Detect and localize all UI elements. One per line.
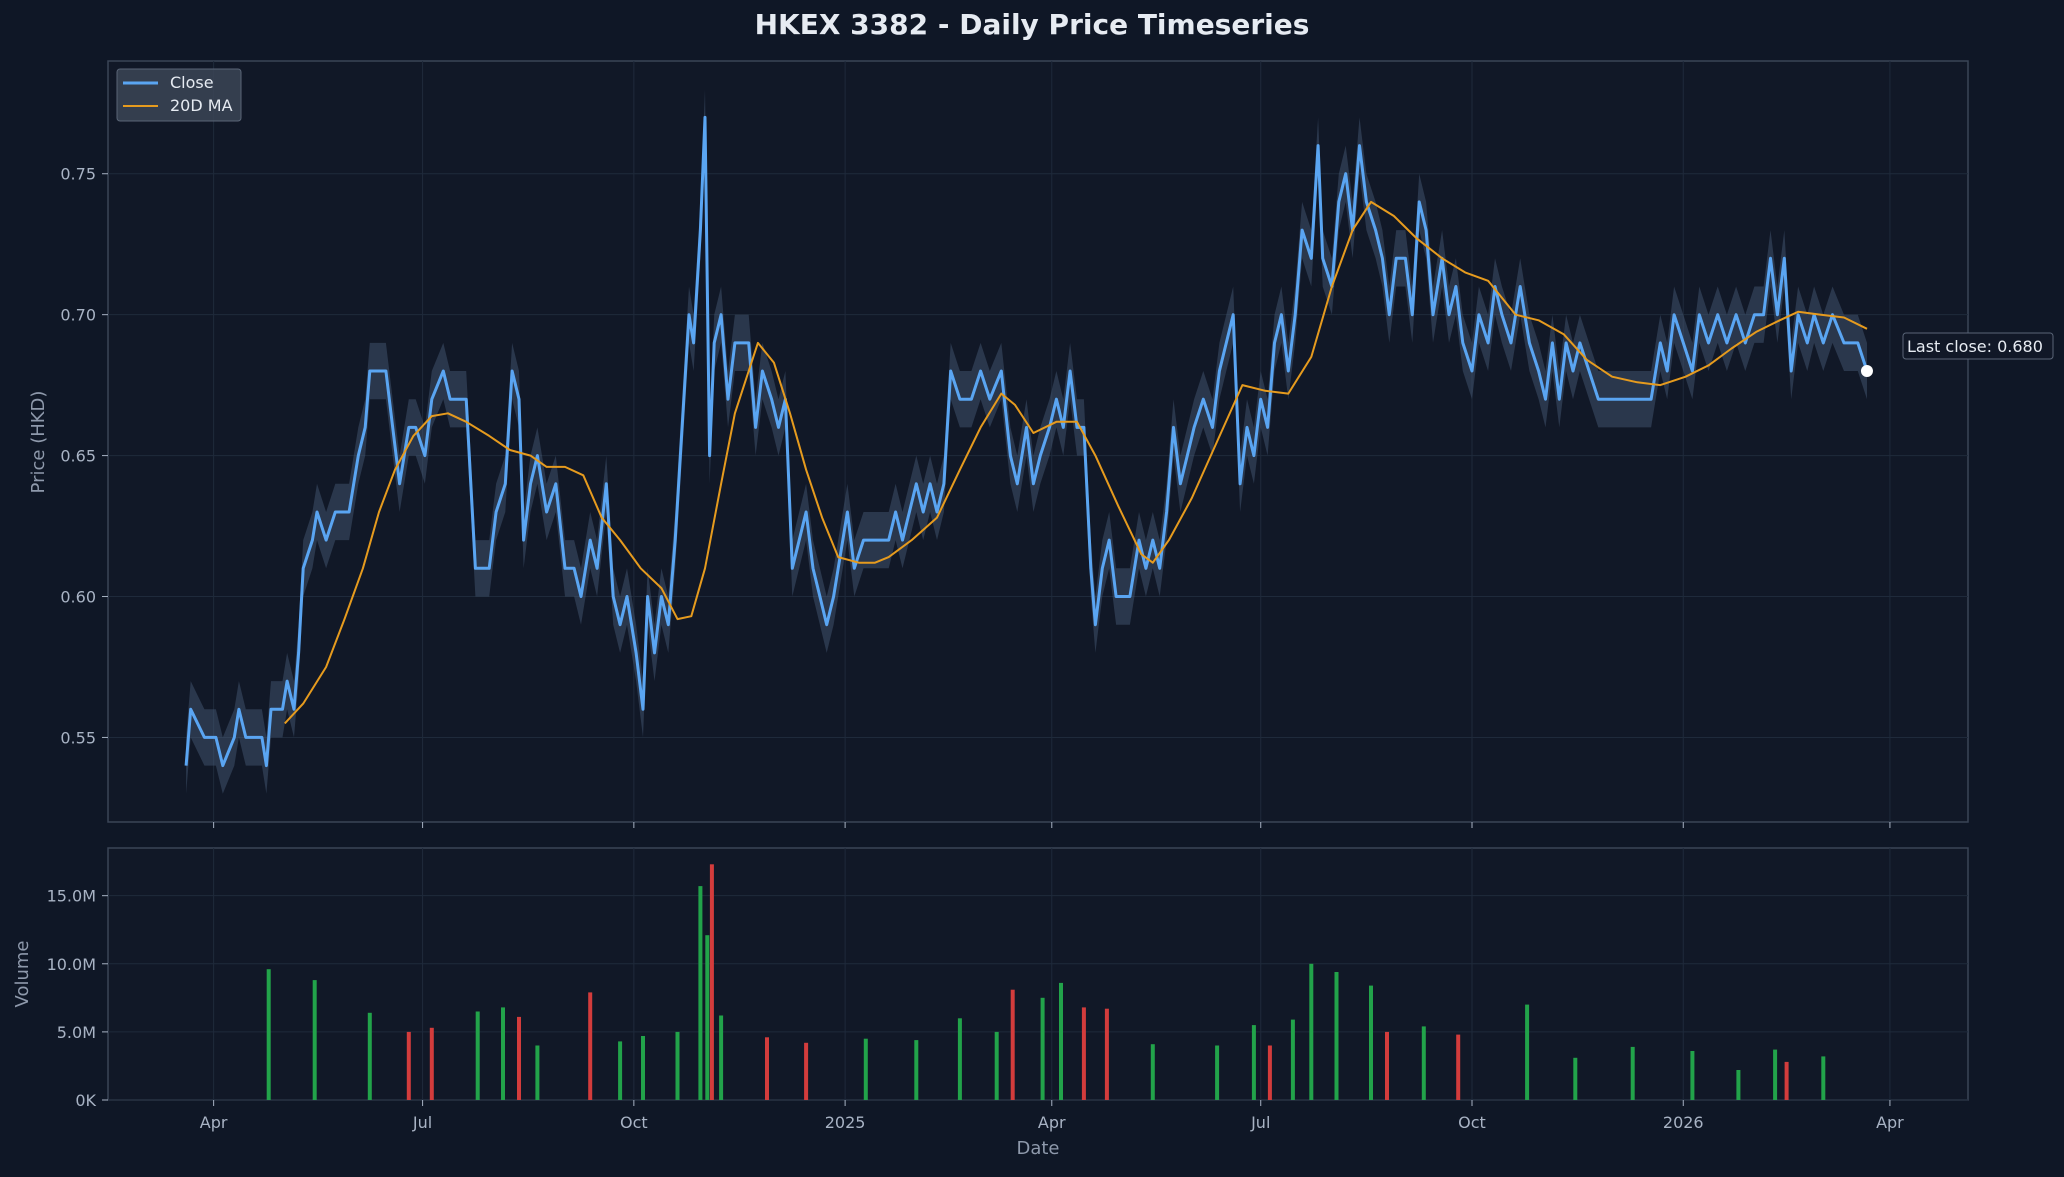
volume-bar (957, 1018, 962, 1100)
volume-bar (588, 992, 593, 1100)
volume-bar (517, 1016, 521, 1100)
price-y-tick-label: 0.60 (60, 588, 96, 607)
volume-bar (1456, 1034, 1461, 1100)
volume-bar (1525, 1004, 1530, 1100)
volume-bar (1290, 1019, 1295, 1100)
volume-bar (914, 1040, 919, 1100)
x-tick-label: Oct (1458, 1113, 1486, 1132)
volume-bar (1251, 1025, 1256, 1100)
volume-bar (266, 969, 271, 1100)
volume-bar (641, 1036, 645, 1100)
volume-bar (1215, 1045, 1220, 1100)
axes: 0.55 0.60 0.65 0.70 0.75 0K 5.0M 10.0M 15.0M Apr J… (47, 165, 1905, 1132)
volume-bar (1040, 997, 1045, 1100)
close-range-band (186, 89, 1868, 794)
price-y-tick-label: 0.55 (60, 728, 96, 747)
volume-y-tick-label: 0K (75, 1091, 96, 1110)
volume-bar (367, 1012, 372, 1100)
chart-title: HKEX 3382 - Daily Price Timeseries (754, 8, 1310, 41)
volume-bar (1630, 1046, 1635, 1100)
volume-bar (1690, 1051, 1695, 1100)
volume-y-tick-label: 5.0M (57, 1023, 96, 1042)
volume-panel (107, 847, 1969, 1101)
price-lines (184, 115, 1869, 768)
price-y-tick-label: 0.70 (60, 306, 96, 325)
volume-bar (719, 1015, 724, 1100)
volume-bar (1104, 1008, 1109, 1100)
x-tick-label: Apr (200, 1113, 228, 1132)
volume-bar (994, 1031, 999, 1100)
volume-grid (108, 848, 1968, 1101)
volume-bar (406, 1031, 411, 1100)
volume-bar (1773, 1049, 1778, 1100)
last-close-annotation: Last close: 0.680 (1860, 332, 2054, 378)
volume-bar (1736, 1070, 1741, 1100)
volume-bar (1010, 989, 1015, 1100)
volume-bar (312, 980, 317, 1100)
volume-bar (709, 864, 714, 1100)
volume-bar (765, 1037, 769, 1100)
x-tick-label: Jul (412, 1113, 432, 1132)
price-grid (108, 61, 1968, 822)
close-series-line (184, 115, 1869, 768)
last-close-marker (1860, 365, 1873, 378)
volume-bar (698, 886, 703, 1100)
volume-bar (501, 1007, 505, 1100)
volume-bar (1309, 963, 1314, 1100)
volume-bar (1369, 985, 1373, 1100)
volume-bar (804, 1042, 809, 1100)
y-axis-label-price: Price (HKD) (28, 391, 49, 494)
last-close-label: Last close: 0.680 (1907, 337, 2043, 356)
volume-bar (1821, 1056, 1826, 1100)
volume-y-tick-label: 10.0M (47, 955, 96, 974)
volume-bar (1385, 1031, 1389, 1100)
legend-label-ma: 20D MA (170, 96, 233, 115)
volume-bar (1334, 972, 1339, 1100)
volume-bar (675, 1031, 680, 1100)
volume-bar (429, 1027, 434, 1100)
x-tick-label: 2025 (825, 1113, 866, 1132)
volume-bar (618, 1041, 623, 1100)
x-tick-label: 2026 (1663, 1113, 1704, 1132)
last-close-label-box (1902, 332, 2054, 360)
y-axis-label-volume: Volume (12, 941, 33, 1008)
legend-label-close: Close (170, 73, 214, 92)
volume-bar (1573, 1057, 1578, 1100)
volume-bar (1784, 1061, 1789, 1100)
price-y-tick-label: 0.65 (60, 447, 96, 466)
volume-bars (266, 864, 1826, 1100)
x-tick-label: Apr (1038, 1113, 1066, 1132)
volume-bar (705, 935, 710, 1100)
volume-bar (1059, 982, 1063, 1100)
price-y-tick-label: 0.75 (60, 165, 96, 184)
price-panel (107, 60, 1969, 823)
legend: Close 20D MA (116, 68, 242, 122)
x-tick-label: Jul (1250, 1113, 1270, 1132)
volume-bar (1421, 1026, 1426, 1100)
volume-bar (1081, 1007, 1086, 1100)
x-tick-label: Apr (1876, 1113, 1904, 1132)
volume-bar (1150, 1044, 1155, 1100)
x-tick-label: Oct (620, 1113, 648, 1132)
volume-bar (535, 1045, 540, 1100)
ma-series-line (284, 200, 1868, 725)
x-axis-label: Date (1016, 1138, 1059, 1159)
volume-bar (1267, 1045, 1272, 1100)
volume-bar (475, 1011, 480, 1100)
close-band-area (186, 89, 1868, 794)
volume-y-tick-label: 15.0M (47, 887, 96, 906)
volume-bar (863, 1038, 868, 1100)
